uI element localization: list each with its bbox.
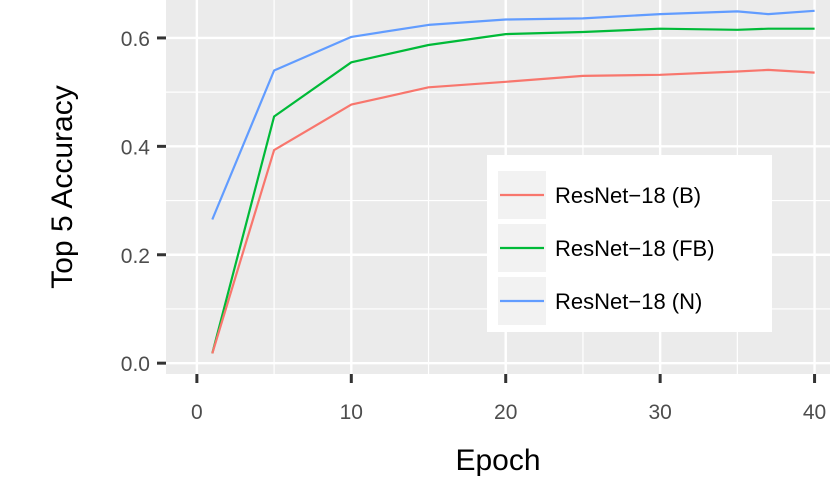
y-tick-label: 0.2 xyxy=(121,245,150,268)
x-tick-label: 0 xyxy=(191,401,203,424)
legend-label: ResNet−18 (B) xyxy=(555,183,701,208)
legend-label: ResNet−18 (N) xyxy=(555,289,702,314)
series-lines xyxy=(211,9,815,354)
y-tick-label: 0.0 xyxy=(121,353,150,376)
series-line-2 xyxy=(211,27,815,354)
x-tick-label: 30 xyxy=(648,401,671,424)
legend: ResNet−18 (B) ResNet−18 (FB) ResNet−18 (N) xyxy=(487,155,772,332)
x-axis: 0 10 20 30 40 xyxy=(191,374,826,424)
legend-label: ResNet−18 (FB) xyxy=(555,236,715,261)
x-tick-label: 20 xyxy=(494,401,517,424)
series-line-1 xyxy=(211,9,815,220)
y-tick-label: 0.4 xyxy=(121,136,151,159)
y-axis: 0.0 0.2 0.4 0.6 xyxy=(121,28,166,376)
x-tick-label: 10 xyxy=(340,401,363,424)
x-tick-label: 40 xyxy=(803,401,826,424)
x-axis-title: Epoch xyxy=(455,444,540,477)
series-line-3 xyxy=(211,68,815,354)
y-tick-label: 0.6 xyxy=(121,28,150,51)
y-axis-title: Top 5 Accuracy xyxy=(46,85,79,288)
